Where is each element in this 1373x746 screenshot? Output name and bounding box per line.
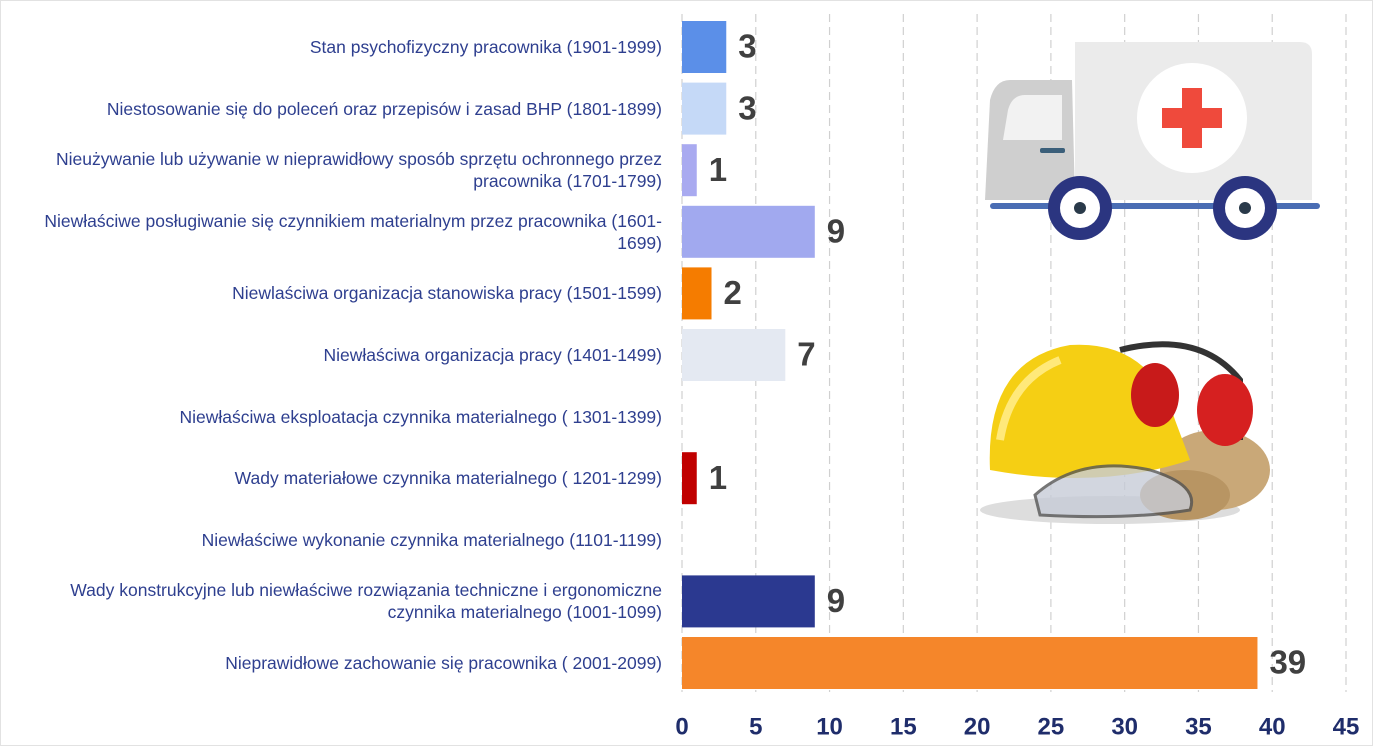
bar <box>682 82 727 135</box>
y-tick-label: Niewłaściwe wykonanie czynnika materialn… <box>201 529 662 550</box>
ambulance-icon <box>985 42 1320 240</box>
y-tick-label: Wady konstrukcyjne lub niewłaściwe rozwi… <box>70 580 662 623</box>
value-label: 2 <box>724 274 742 311</box>
y-tick-label: Wady materiałowe czynnika materialnego (… <box>234 468 662 489</box>
y-tick-label: Stan psychofizyczny pracownika (1901-199… <box>309 37 662 57</box>
bar <box>682 144 697 197</box>
bar <box>682 452 697 505</box>
x-tick-label: 20 <box>964 713 991 740</box>
x-tick-label: 35 <box>1185 713 1212 740</box>
y-tick-label: Niewłaściwe posługiwanie się czynnikiem … <box>44 210 662 253</box>
bar <box>682 575 815 628</box>
value-label: 3 <box>738 89 756 126</box>
bar <box>682 637 1258 689</box>
bar <box>682 267 712 320</box>
bar <box>682 329 786 381</box>
value-label: 1 <box>709 151 727 188</box>
value-label: 39 <box>1269 644 1306 681</box>
y-tick-label: Nieużywanie lub używanie w nieprawidłowy… <box>55 149 662 192</box>
bar <box>682 21 727 73</box>
value-label: 7 <box>797 336 815 373</box>
x-tick-label: 10 <box>816 713 843 740</box>
safety-gear-icon <box>980 341 1270 524</box>
bar <box>682 205 815 258</box>
y-tick-label: Niewlaściwa organizacja stanowiska pracy… <box>232 283 662 304</box>
value-label: 9 <box>827 582 845 619</box>
y-tick-label: Nieprawidłowe zachowanie się pracownika … <box>225 653 662 673</box>
value-label: 9 <box>827 213 845 250</box>
x-tick-label: 5 <box>749 713 762 740</box>
x-tick-label: 40 <box>1259 713 1286 740</box>
y-tick-label: Niestosowanie się do poleceń oraz przepi… <box>106 98 662 119</box>
value-label: 3 <box>738 28 756 65</box>
x-tick-label: 25 <box>1038 713 1065 740</box>
y-tick-label: Niewłaściwa eksploatacja czynnika materi… <box>179 406 662 427</box>
y-tick-label: Niewłaściwa organizacja pracy (1401-1499… <box>323 345 663 365</box>
x-tick-label: 30 <box>1111 713 1138 740</box>
x-tick-label: 15 <box>890 713 917 740</box>
x-tick-label: 45 <box>1333 713 1360 740</box>
value-label: 1 <box>709 459 727 496</box>
x-tick-label: 0 <box>675 713 688 740</box>
